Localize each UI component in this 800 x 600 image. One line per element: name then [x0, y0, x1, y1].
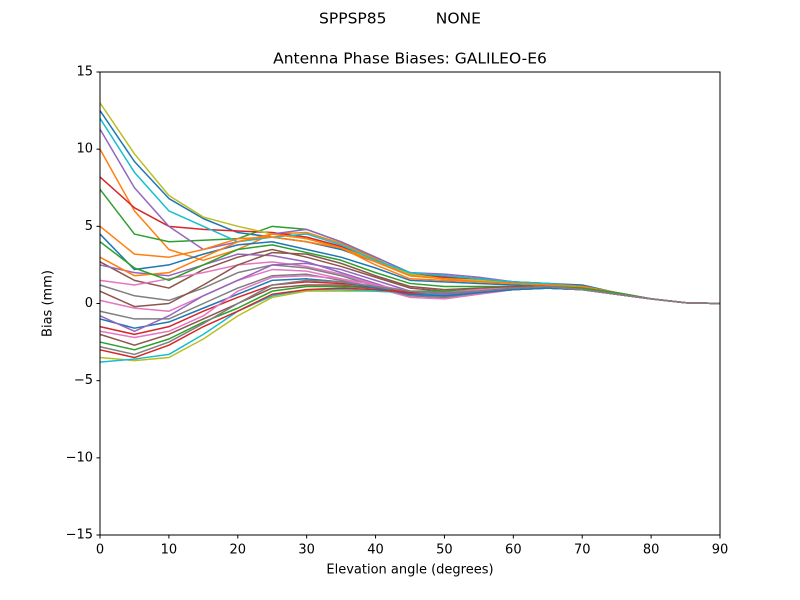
- y-tick-label: −10: [66, 450, 93, 465]
- x-tick-label: 80: [643, 543, 660, 558]
- plot-area: [99, 102, 721, 363]
- x-tick-label: 40: [367, 543, 384, 558]
- x-axis-label: Elevation angle (degrees): [326, 563, 493, 578]
- y-tick-label: 0: [85, 296, 93, 311]
- x-tick-label: 30: [298, 543, 315, 558]
- x-tick-label: 20: [230, 543, 247, 558]
- y-tick-label: −5: [74, 373, 93, 388]
- y-tick-label: 15: [76, 65, 93, 80]
- y-tick-label: −15: [66, 528, 93, 543]
- y-axis-label: Bias (mm): [41, 270, 56, 337]
- series-line: [99, 279, 721, 356]
- x-tick-label: 50: [436, 543, 453, 558]
- suptitle: SPPSP85 NONE: [319, 10, 481, 28]
- x-tick-label: 90: [712, 543, 729, 558]
- x-tick-label: 0: [96, 543, 104, 558]
- series-line: [99, 241, 721, 305]
- y-tick-label: 5: [85, 219, 93, 234]
- x-tick-label: 70: [574, 543, 591, 558]
- y-tick-label: 10: [76, 142, 93, 157]
- x-tick-label: 60: [505, 543, 522, 558]
- x-tick-label: 10: [161, 543, 178, 558]
- chart-title: Antenna Phase Biases: GALILEO-E6: [273, 50, 547, 68]
